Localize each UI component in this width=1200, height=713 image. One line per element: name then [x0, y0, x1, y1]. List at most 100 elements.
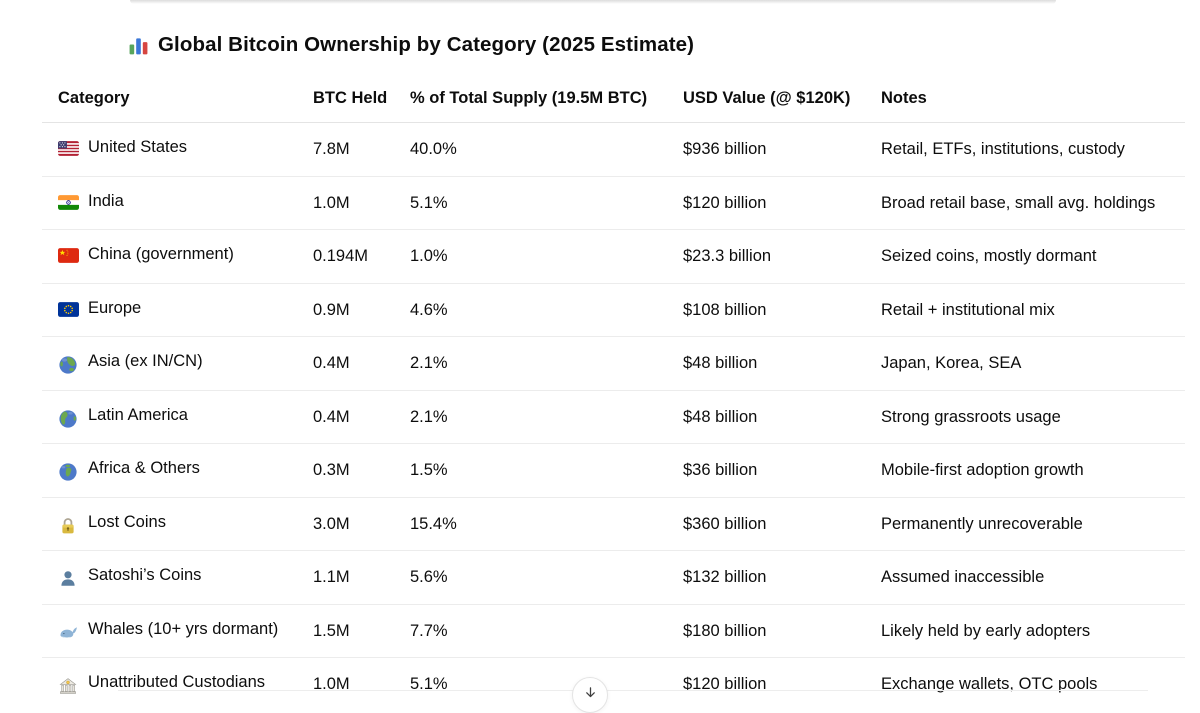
usd-value-cell: $120 billion — [683, 176, 881, 230]
notes-cell: Broad retail base, small avg. holdings — [881, 176, 1185, 230]
category-cell: Unattributed Custodians — [42, 658, 313, 711]
table-row: Satoshi’s Coins 1.1M 5.6% $132 billion A… — [42, 550, 1185, 605]
category-cell: United States — [42, 122, 313, 177]
pct-supply-cell: 5.1% — [410, 176, 683, 230]
usd-value-cell: $23.3 billion — [683, 229, 881, 284]
category-label: Africa & Others — [88, 459, 200, 477]
table-row: Asia (ex IN/CN) 0.4M 2.1% $48 billion Ja… — [42, 336, 1185, 391]
table-row: Africa & Others 0.3M 1.5% $36 billion Mo… — [42, 443, 1185, 498]
category-label: Europe — [88, 298, 142, 317]
header-notes: Notes — [881, 82, 1185, 123]
header-btc-held: BTC Held — [313, 82, 410, 123]
btc-held-cell: 0.4M — [313, 390, 410, 444]
header-usd-value: USD Value (@ $120K) — [683, 82, 881, 123]
btc-held-cell: 1.0M — [313, 675, 350, 693]
pct-supply-cell: 7.7% — [410, 604, 683, 658]
category-label: United States — [88, 138, 188, 156]
bar-chart-icon — [128, 35, 149, 56]
category-label: Lost Coins — [88, 512, 166, 531]
pct-supply-cell: 1.0% — [410, 229, 683, 284]
pct-supply-cell: 5.6% — [410, 550, 683, 605]
pct-supply-cell: 40.0% — [410, 122, 683, 177]
usd-value-cell: $936 billion — [683, 122, 881, 177]
category-cell: Lost Coins — [42, 497, 313, 551]
usd-value-cell: $48 billion — [683, 336, 881, 391]
india-flag-icon — [58, 194, 79, 215]
table-row: Europe 0.9M 4.6% $108 billion Retail + i… — [42, 283, 1185, 337]
page-title-text: Global Bitcoin Ownership by Category (20… — [158, 33, 695, 56]
whale-icon — [58, 623, 79, 643]
composer-top-divider — [118, 690, 1148, 691]
usd-value-cell: $360 billion — [683, 497, 881, 551]
notes-cell: Mobile-first adoption growth — [881, 443, 1185, 498]
arrow-down-icon — [582, 684, 599, 706]
notes-cell: Likely held by early adopters — [881, 604, 1185, 658]
usd-value-cell: $132 billion — [683, 550, 881, 605]
usd-value-cell: $120 billion — [683, 675, 767, 693]
btc-held-cell: 0.9M — [313, 283, 410, 337]
table-row: India 1.0M 5.1% $120 billion Broad retai… — [42, 176, 1185, 230]
table-row: Whales (10+ yrs dormant) 1.5M 7.7% $180 … — [42, 604, 1185, 658]
table-row: Latin America 0.4M 2.1% $48 billion Stro… — [42, 390, 1185, 444]
category-cell: Europe — [42, 283, 313, 337]
globe-africa-icon — [58, 462, 79, 482]
table-row: Unattributed Custodians 1.0M 5.1% $120 b… — [42, 658, 1185, 711]
pct-supply-cell: 2.1% — [410, 390, 683, 444]
notes-cell: Strong grassroots usage — [881, 390, 1185, 444]
category-label: Asia (ex IN/CN) — [88, 352, 203, 370]
usd-value-cell: $36 billion — [683, 443, 881, 498]
bitcoin-ownership-table: Category BTC Held % of Total Supply (19.… — [42, 82, 1185, 711]
category-cell: India — [42, 176, 313, 230]
bank-icon — [58, 676, 79, 696]
eu-flag-icon — [58, 301, 79, 322]
page-title: Global Bitcoin Ownership by Category (20… — [128, 33, 694, 57]
pct-supply-cell: 5.1% — [410, 675, 448, 693]
category-label: Satoshi’s Coins — [88, 566, 202, 584]
btc-held-cell: 0.4M — [313, 336, 410, 391]
pct-supply-cell: 2.1% — [410, 336, 683, 391]
category-label: China (government) — [88, 245, 234, 263]
category-label: India — [88, 191, 124, 210]
notes-cell: Assumed inaccessible — [881, 550, 1185, 605]
header-category: Category — [42, 82, 313, 123]
category-cell: Satoshi’s Coins — [42, 550, 313, 605]
category-cell: Whales (10+ yrs dormant) — [42, 604, 313, 658]
category-label: Whales (10+ yrs dormant) — [88, 619, 279, 638]
btc-held-cell: 0.3M — [313, 443, 410, 498]
btc-held-cell: 1.1M — [313, 550, 410, 605]
btc-held-cell: 0.194M — [313, 229, 410, 284]
usd-value-cell: $108 billion — [683, 283, 881, 337]
table-header-row: Category BTC Held % of Total Supply (19.… — [42, 82, 1185, 123]
table-row: China (government) 0.194M 1.0% $23.3 bil… — [42, 229, 1185, 284]
notes-cell: Retail + institutional mix — [881, 283, 1185, 337]
table-row: United States 7.8M 40.0% $936 billion Re… — [42, 122, 1185, 177]
pct-supply-cell: 1.5% — [410, 443, 683, 498]
category-label: Latin America — [88, 405, 188, 424]
btc-held-cell: 3.0M — [313, 497, 410, 551]
pct-supply-cell: 15.4% — [410, 497, 683, 551]
bust-silhouette-icon — [58, 569, 79, 589]
lock-icon — [58, 516, 79, 536]
header-pct-supply: % of Total Supply (19.5M BTC) — [410, 82, 683, 123]
notes-cell: Seized coins, mostly dormant — [881, 229, 1185, 284]
notes-cell: Japan, Korea, SEA — [881, 336, 1185, 391]
category-cell: Latin America — [42, 390, 313, 444]
notes-cell: Permanently unrecoverable — [881, 497, 1185, 551]
usd-value-cell: $48 billion — [683, 390, 881, 444]
usd-value-cell: $180 billion — [683, 604, 881, 658]
us-flag-icon — [58, 141, 79, 161]
category-cell: Asia (ex IN/CN) — [42, 336, 313, 391]
category-cell: Africa & Others — [42, 443, 313, 498]
btc-held-cell: 1.0M — [313, 176, 410, 230]
table-row: Lost Coins 3.0M 15.4% $360 billion Perma… — [42, 497, 1185, 551]
china-flag-icon — [58, 248, 79, 268]
notes-cell: Exchange wallets, OTC pools — [881, 675, 1098, 693]
globe-americas-icon — [58, 409, 79, 429]
btc-held-cell: 7.8M — [313, 122, 410, 177]
btc-held-cell: 1.5M — [313, 604, 410, 658]
category-cell: China (government) — [42, 229, 313, 284]
category-label: Unattributed Custodians — [88, 673, 266, 691]
content-top-divider — [130, 0, 1056, 4]
globe-asia-icon — [58, 355, 79, 375]
